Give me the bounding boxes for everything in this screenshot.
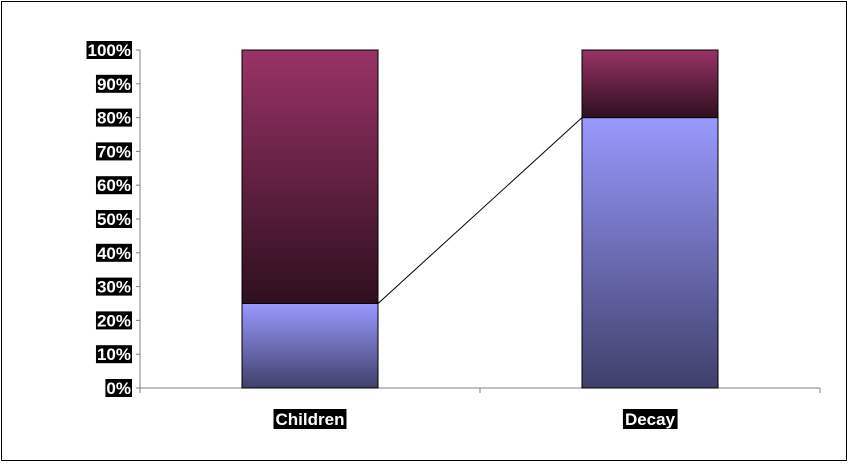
x-category-label-text: Decay [625, 410, 676, 429]
y-tick-label: 100% [86, 41, 132, 60]
y-tick-label: 20% [95, 311, 132, 330]
y-tick-label: 40% [95, 243, 132, 263]
y-tick-label: 80% [95, 108, 132, 128]
x-category-label: Children [273, 409, 347, 429]
x-category-labels: Children Decay [273, 409, 678, 429]
y-tick-label-text: 50% [97, 210, 131, 229]
y-tick-label: 0% [105, 379, 132, 398]
x-category-label-bg [273, 409, 347, 429]
y-tick-label: 90% [95, 74, 132, 94]
y-tick-label: 70% [95, 142, 132, 161]
y-tick-label-bg [95, 311, 132, 330]
bars [241, 49, 719, 389]
series-connector-line [377, 117, 583, 304]
y-tick-label-bg [105, 379, 132, 397]
y-tick-label-bg [95, 74, 132, 93]
y-tick-labels: 0% 10% 20% 30% 40% 50% 60% 70% 80% 90% 100% [86, 41, 132, 398]
bar-children-segment-1 [241, 303, 379, 389]
y-tick-label-text: 90% [97, 75, 131, 94]
bar-decay-segment-2 [581, 49, 719, 119]
x-category-label: Decay [622, 409, 678, 429]
y-tick-label-text: 80% [97, 109, 131, 128]
y-tick-label-text: 70% [97, 142, 131, 161]
y-tick-label: 10% [95, 345, 132, 364]
y-tick-label-text: 0% [106, 379, 131, 398]
y-tick-label-bg [95, 243, 132, 262]
y-tick-label-bg [95, 176, 132, 195]
y-tick-label-text: 10% [97, 345, 131, 364]
y-tick-label-text: 20% [97, 311, 131, 330]
y-tick-label: 50% [95, 210, 132, 229]
x-category-label-bg [622, 409, 678, 429]
bar-children-segment-2 [241, 49, 379, 304]
y-tick-label-text: 40% [97, 244, 131, 263]
x-category-label-text: Children [276, 410, 345, 429]
y-tick-label-bg [95, 142, 132, 161]
y-tick-label-bg [95, 210, 132, 228]
y-tick-label-bg [86, 41, 132, 59]
y-tick-label: 60% [95, 176, 132, 195]
y-tick-label-text: 30% [97, 278, 131, 297]
y-tick-label-bg [95, 345, 132, 364]
y-tick-label-text: 60% [97, 176, 131, 195]
y-tick-label-bg [95, 108, 132, 127]
y-tick-label-bg [95, 277, 132, 296]
y-tick-label-text: 100% [88, 41, 131, 60]
y-tick-label: 30% [95, 277, 132, 297]
bar-decay-segment-1 [581, 117, 719, 389]
